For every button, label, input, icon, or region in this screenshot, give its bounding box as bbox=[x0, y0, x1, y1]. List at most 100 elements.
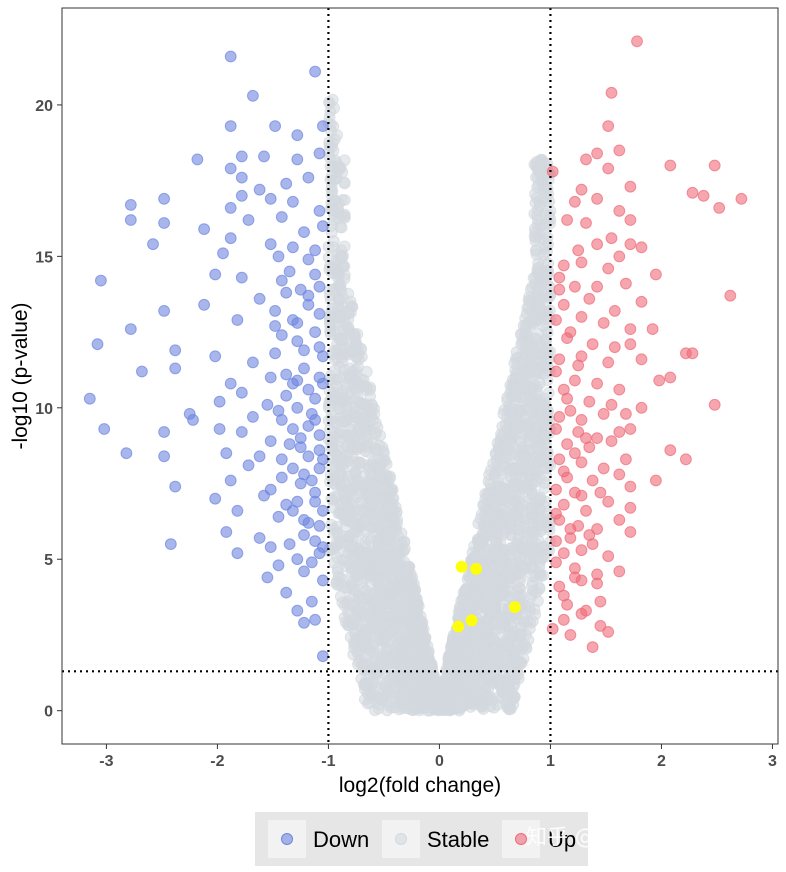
stable-point bbox=[346, 376, 359, 389]
stable-point bbox=[511, 585, 524, 598]
stable-point bbox=[384, 582, 397, 595]
up-point bbox=[561, 214, 573, 226]
down-point bbox=[209, 350, 222, 363]
stable-point bbox=[376, 650, 389, 663]
down-point bbox=[298, 529, 310, 541]
highlighted-points-layer bbox=[452, 560, 521, 633]
stable-point bbox=[362, 639, 375, 651]
up-point bbox=[735, 192, 748, 205]
down-point bbox=[275, 329, 288, 342]
down-point bbox=[280, 286, 293, 299]
legend-marker-up bbox=[515, 833, 527, 845]
up-point bbox=[624, 180, 637, 193]
down-point bbox=[305, 556, 318, 569]
up-point bbox=[613, 250, 626, 263]
stable-point bbox=[348, 517, 361, 530]
down-point bbox=[95, 274, 107, 287]
y-axis: 0 5 10 15 20 bbox=[35, 98, 62, 721]
up-point bbox=[635, 241, 648, 254]
up-point bbox=[664, 371, 677, 384]
stable-point bbox=[443, 649, 455, 662]
stable-point bbox=[348, 636, 360, 649]
up-point bbox=[686, 347, 699, 360]
down-point bbox=[287, 314, 299, 326]
stable-point bbox=[537, 569, 549, 582]
up-point bbox=[605, 232, 618, 245]
up-point bbox=[605, 86, 618, 99]
up-point bbox=[564, 523, 577, 535]
stable-point bbox=[482, 642, 495, 655]
stable-point bbox=[467, 670, 480, 683]
y-tick-label: 15 bbox=[35, 249, 53, 266]
down-point bbox=[302, 171, 315, 184]
down-point bbox=[235, 189, 248, 202]
stable-point bbox=[472, 648, 485, 661]
up-point bbox=[650, 268, 662, 281]
stable-point bbox=[525, 359, 538, 372]
up-point bbox=[624, 423, 637, 435]
stable-point bbox=[497, 493, 509, 506]
up-point bbox=[553, 283, 566, 296]
up-point bbox=[586, 474, 599, 487]
stable-points-layer bbox=[322, 93, 557, 717]
stable-point bbox=[520, 460, 532, 473]
stable-point bbox=[390, 551, 403, 564]
up-point bbox=[594, 620, 607, 632]
stable-point bbox=[514, 372, 526, 385]
up-point bbox=[605, 398, 618, 411]
stable-point bbox=[539, 429, 552, 442]
stable-point bbox=[346, 498, 358, 511]
down-point bbox=[136, 365, 148, 378]
up-point bbox=[597, 408, 610, 420]
down-point bbox=[169, 344, 182, 357]
down-point bbox=[283, 438, 296, 451]
stable-point bbox=[369, 622, 381, 635]
stable-point bbox=[361, 533, 374, 545]
up-point bbox=[575, 456, 588, 469]
up-point bbox=[553, 271, 566, 284]
down-point bbox=[272, 250, 285, 263]
down-point bbox=[309, 535, 322, 547]
stable-point bbox=[345, 583, 358, 595]
up-point bbox=[569, 447, 581, 460]
down-point bbox=[158, 305, 171, 317]
stable-point bbox=[354, 408, 366, 420]
x-tick-label: 1 bbox=[546, 753, 555, 770]
watermark: 知乎 @ivy日落跌进星河 bbox=[526, 825, 752, 849]
down-point bbox=[298, 226, 310, 239]
down-point bbox=[169, 480, 182, 493]
stable-point bbox=[397, 637, 410, 650]
stable-point bbox=[450, 640, 463, 653]
down-point bbox=[317, 453, 329, 466]
down-point bbox=[317, 650, 329, 663]
down-point bbox=[305, 408, 318, 420]
down-point bbox=[291, 604, 304, 617]
down-point bbox=[169, 362, 182, 375]
stable-point bbox=[348, 431, 361, 444]
up-point bbox=[591, 432, 603, 445]
stable-point bbox=[322, 240, 335, 253]
down-point bbox=[291, 495, 304, 508]
down-point bbox=[264, 371, 277, 384]
stable-point bbox=[379, 482, 391, 495]
down-point bbox=[253, 183, 266, 196]
y-tick-label: 20 bbox=[35, 98, 53, 115]
down-point bbox=[291, 335, 304, 348]
down-point bbox=[309, 486, 322, 499]
stable-point bbox=[382, 597, 395, 610]
up-point bbox=[650, 474, 662, 487]
stable-point bbox=[518, 328, 531, 341]
stable-point bbox=[352, 474, 365, 487]
stable-point bbox=[533, 261, 545, 274]
up-point bbox=[620, 277, 632, 290]
stable-point bbox=[505, 553, 518, 566]
x-tick-label: 3 bbox=[768, 753, 777, 770]
down-point bbox=[313, 205, 326, 217]
stable-point bbox=[394, 656, 407, 669]
legend-marker-stable bbox=[395, 833, 407, 845]
up-point bbox=[557, 383, 570, 396]
down-point bbox=[302, 517, 315, 529]
up-point bbox=[653, 374, 666, 387]
up-point bbox=[550, 423, 562, 435]
down-point bbox=[280, 177, 293, 190]
